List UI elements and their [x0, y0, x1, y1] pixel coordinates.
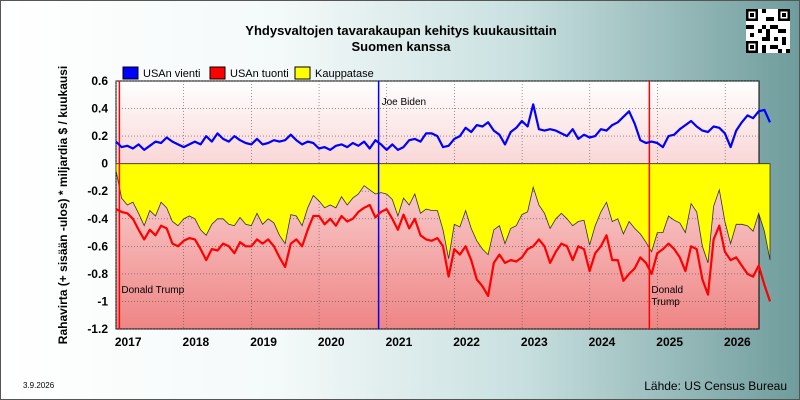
- y-tick-label: -0.8: [87, 267, 108, 281]
- event-label-trump-2025: Donald Trump: [651, 285, 683, 308]
- legend-tuonti-swatch: [209, 66, 226, 80]
- y-tick-label: -0.6: [87, 239, 108, 253]
- x-tick-label: 2024: [589, 335, 616, 349]
- kauppatase-area: [115, 163, 771, 264]
- x-tick-label: 2017: [115, 335, 142, 349]
- legend-vienti-swatch: [122, 66, 139, 80]
- y-tick-label: -0.4: [87, 212, 108, 226]
- vienti-line: [115, 103, 772, 151]
- y-tick-label: -1.2: [87, 322, 108, 336]
- y-tick-label: 0.2: [91, 129, 108, 143]
- x-tick-label: 2023: [521, 335, 548, 349]
- event-label-biden: Joe Biden: [382, 97, 426, 108]
- y-tick-label: 0: [101, 157, 108, 171]
- legend-kauppatase-swatch: [294, 66, 311, 80]
- legend-tuonti-label: USAn tuonti: [230, 68, 289, 80]
- kauppatase-area-layer: [115, 163, 771, 264]
- x-tick-label: 2018: [183, 335, 210, 349]
- y-tick-label: 0.4: [91, 102, 108, 116]
- series-lines: [115, 103, 772, 302]
- y-tick-label: -1: [97, 294, 108, 308]
- event-label-trump-2017: Donald Trump: [121, 285, 184, 296]
- tuonti-line: [115, 203, 772, 302]
- qr-code-icon: [746, 9, 790, 53]
- x-tick-label: 2022: [453, 335, 480, 349]
- x-tick-label: 2019: [250, 335, 277, 349]
- x-tick-label: 2021: [386, 335, 413, 349]
- x-tick-label: 2020: [318, 335, 345, 349]
- y-tick-label: -0.2: [87, 184, 108, 198]
- legend-vienti-label: USAn vienti: [143, 68, 200, 80]
- y-tick-labels: 0.6 0.4 0.2 0 -0.2 -0.4 -0.6 -0.8 -1 -1.2: [87, 74, 108, 336]
- y-tick-label: 0.6: [91, 74, 108, 88]
- x-tick-label: 2026: [724, 335, 751, 349]
- event-lines: Donald Trump Joe Biden Donald Trump: [118, 81, 683, 329]
- source-note: Lähde: US Census Bureau: [644, 379, 787, 393]
- chart-title: Yhdysvaltojen tavarakaupan kehitys kuuka…: [245, 23, 557, 38]
- legend-kauppatase-label: Kauppatase: [315, 68, 374, 80]
- chart-subtitle: Suomen kanssa: [351, 39, 451, 54]
- x-tick-labels: 2017 2018 2019 2020 2021 2022 2023 2024 2025 2026: [115, 335, 751, 349]
- legend: USAn vienti USAn tuonti Kauppatase: [122, 66, 374, 80]
- date-stamp: 3.9.2026: [23, 381, 55, 390]
- x-tick-label: 2025: [656, 335, 683, 349]
